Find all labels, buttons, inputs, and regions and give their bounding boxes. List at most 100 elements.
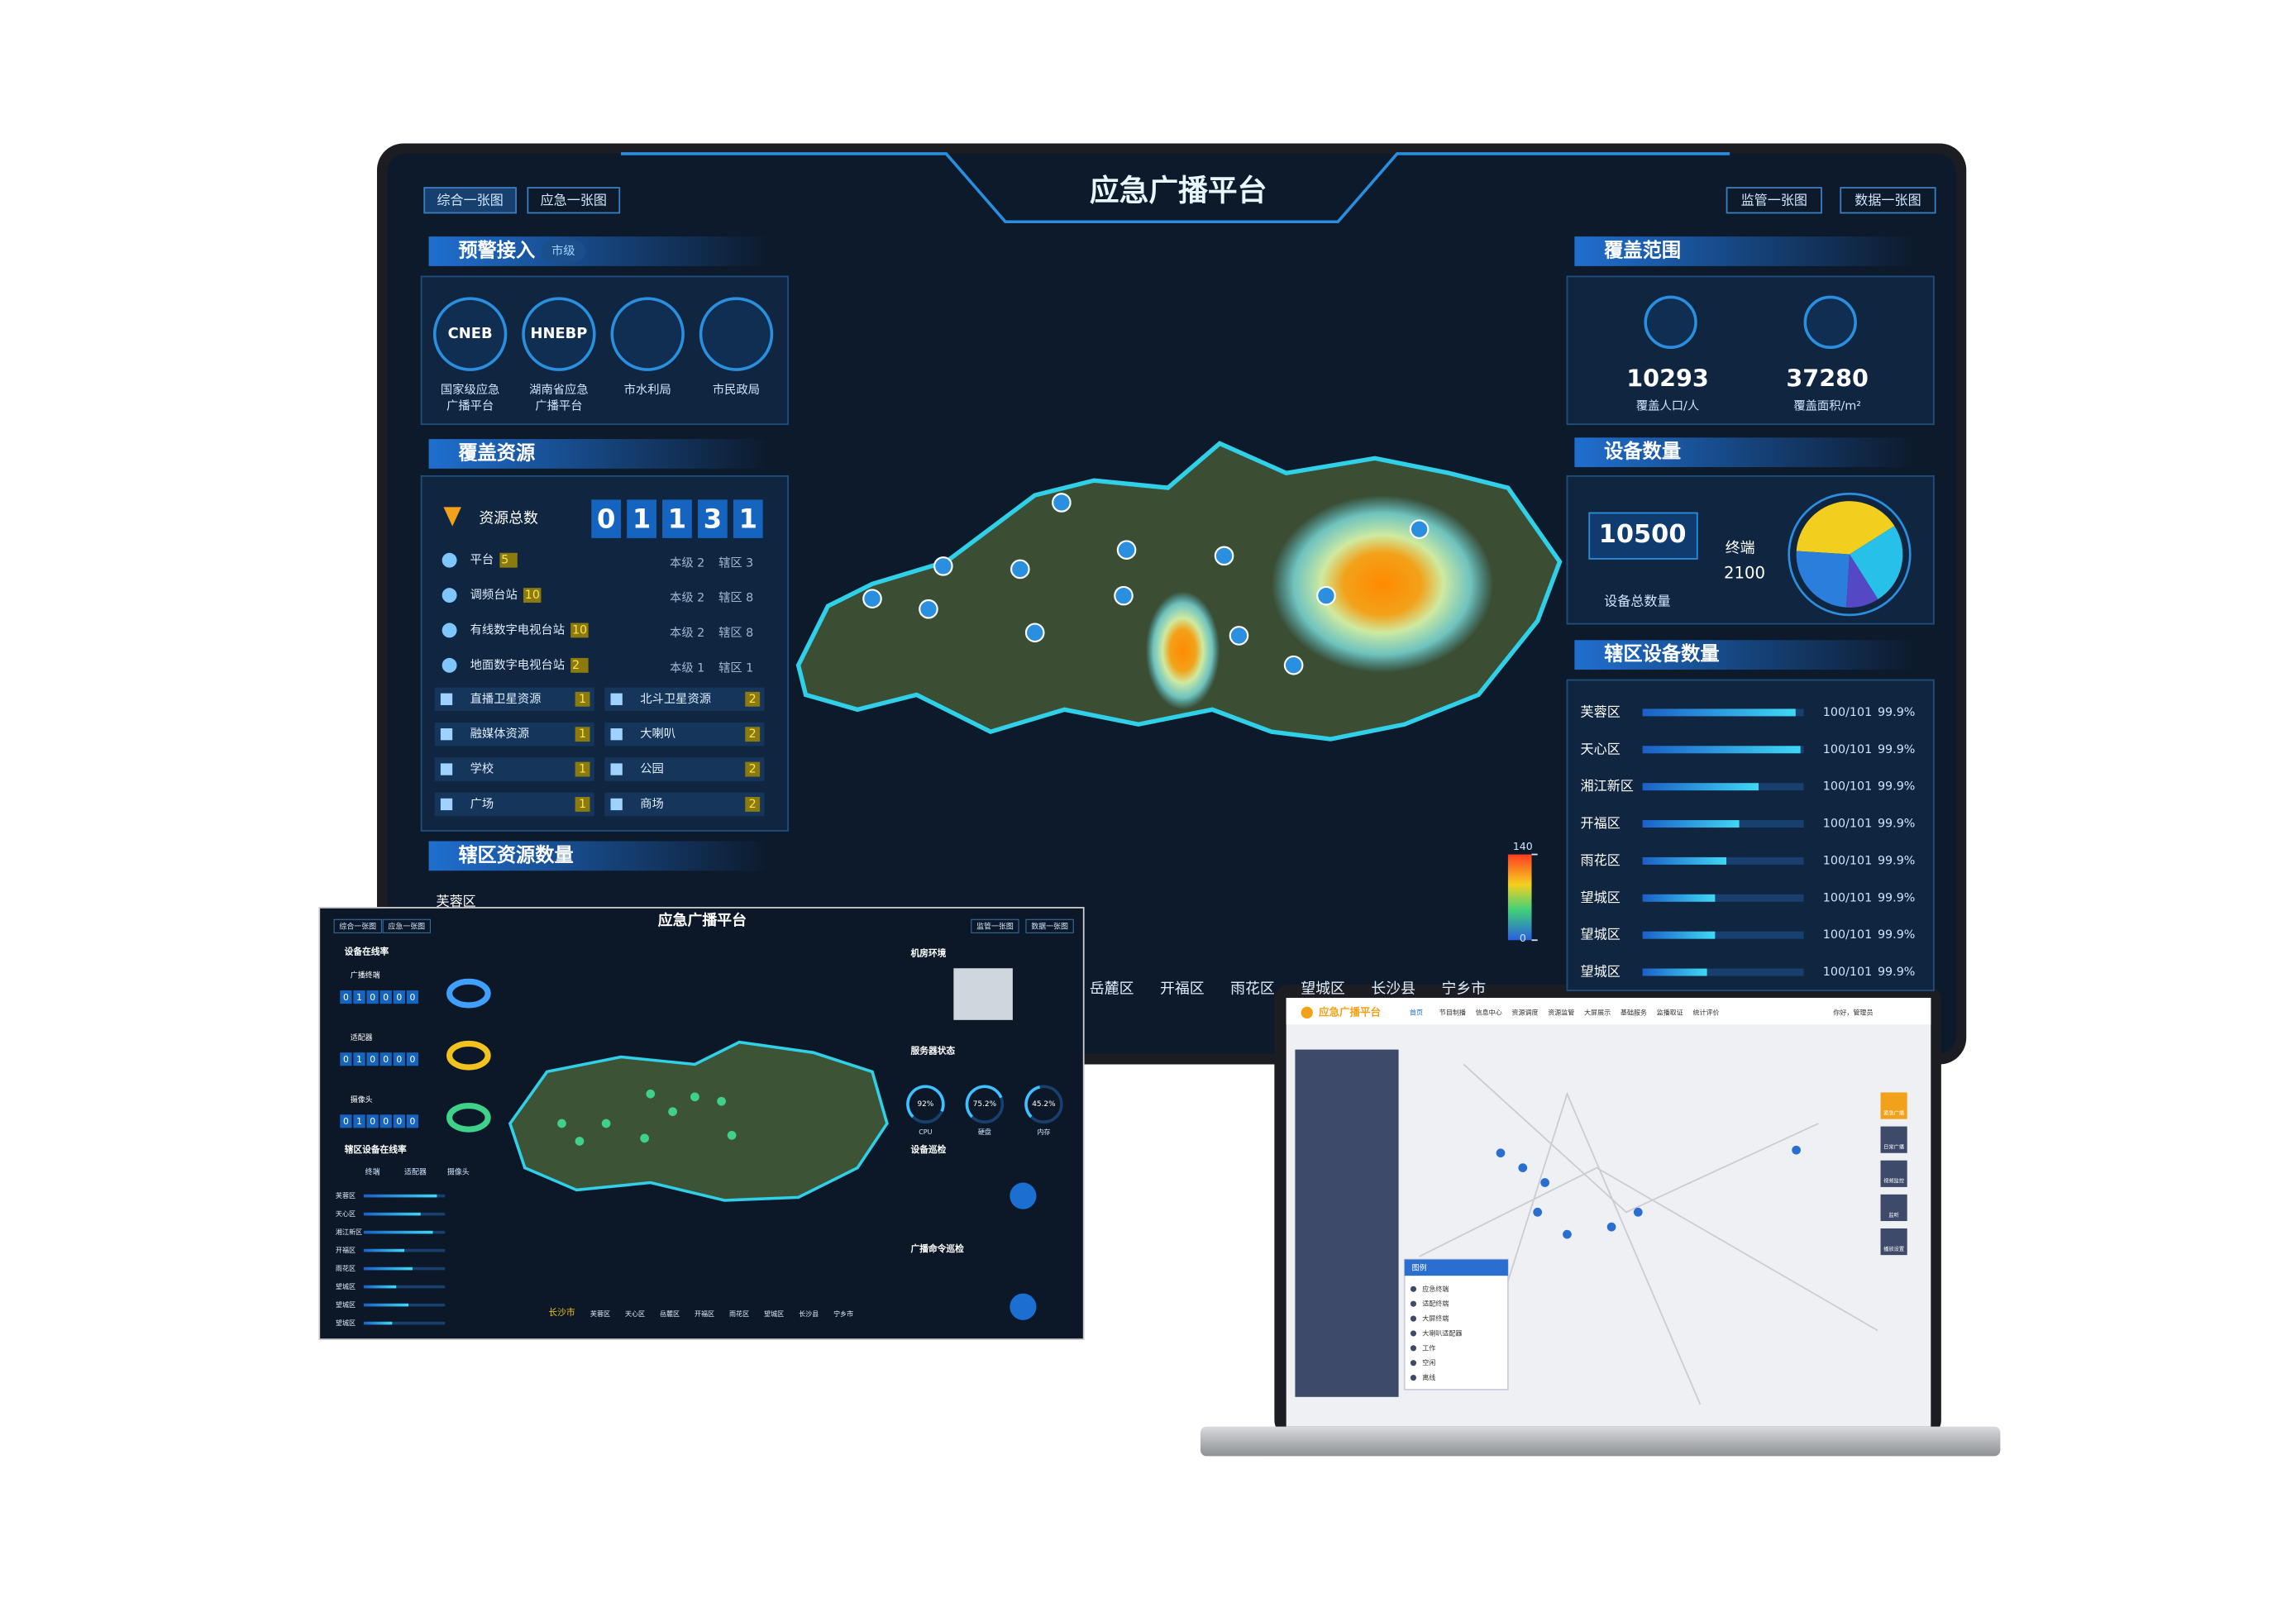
nav-item[interactable]: 基础服务	[1621, 1008, 1647, 1016]
map-pin[interactable]	[1283, 655, 1304, 675]
action-button[interactable]	[1880, 1092, 1907, 1119]
district-tab[interactable]: 长沙县	[1371, 980, 1415, 997]
map-pin[interactable]	[1052, 493, 1072, 513]
resource-name: 有线数字电视台站	[470, 623, 565, 637]
city-tab[interactable]: 长沙市	[548, 1307, 575, 1318]
digit-box	[406, 1114, 419, 1128]
digit-box	[366, 1052, 379, 1066]
district-tab[interactable]: 开福区	[695, 1310, 714, 1318]
count-bg	[745, 796, 761, 812]
map-marker[interactable]	[1496, 1148, 1506, 1158]
district-tab[interactable]: 芙蓉区	[590, 1309, 610, 1318]
nav-item[interactable]: 首页	[1410, 1008, 1423, 1016]
map-marker[interactable]	[1533, 1207, 1543, 1217]
digit-box	[379, 1052, 392, 1066]
ratio: 100/101	[1823, 743, 1872, 756]
tab[interactable]	[382, 918, 431, 933]
nav-item[interactable]: 资源调度	[1511, 1008, 1538, 1016]
tab-label: 应急一张图	[388, 922, 425, 932]
nav-item[interactable]: 大屏展示	[1584, 1008, 1611, 1016]
map-marker[interactable]	[1633, 1207, 1643, 1217]
map-pin[interactable]	[575, 1137, 585, 1146]
map-pin[interactable]	[1409, 519, 1430, 539]
map-pin[interactable]	[668, 1107, 677, 1117]
nav-item[interactable]: 资源监管	[1548, 1008, 1574, 1016]
district-name: 湘江新区	[1581, 778, 1634, 794]
map-pin[interactable]	[557, 1119, 566, 1128]
panel-header	[428, 439, 769, 469]
map-pin[interactable]	[1316, 585, 1336, 606]
map-marker[interactable]	[1563, 1229, 1572, 1239]
tab[interactable]	[423, 187, 517, 214]
sub-tab[interactable]: 摄像头	[447, 1167, 470, 1177]
district-tab[interactable]: 岳麓区	[660, 1309, 680, 1318]
map-pin[interactable]	[601, 1119, 611, 1128]
sub-tab[interactable]: 适配器	[404, 1168, 427, 1177]
map-pin[interactable]	[646, 1089, 656, 1099]
district-tab[interactable]: 开福区	[1160, 980, 1205, 997]
map-pin[interactable]	[1114, 585, 1134, 606]
tab[interactable]	[971, 918, 1019, 933]
district-tab[interactable]: 望城区	[1301, 980, 1345, 997]
map-pin[interactable]	[1229, 626, 1249, 646]
bar	[1642, 856, 1726, 865]
gauge-name: 内存	[1037, 1128, 1050, 1136]
legend-item: 适配终端	[1422, 1300, 1449, 1308]
pause-button[interactable]	[1010, 1182, 1037, 1209]
map-pin[interactable]	[1116, 540, 1137, 560]
nav-item[interactable]: 信息中心	[1476, 1008, 1502, 1016]
heat-legend-bar	[1507, 854, 1532, 941]
district-tab[interactable]: 雨花区	[1230, 980, 1275, 997]
user-name[interactable]: 你好，管理员	[1833, 1008, 1873, 1016]
nav-item[interactable]: 统计评价	[1692, 1008, 1719, 1016]
map-pin[interactable]	[1024, 623, 1045, 643]
map-marker[interactable]	[1518, 1163, 1528, 1173]
nav-item[interactable]: 节目制播	[1439, 1008, 1466, 1016]
action-button[interactable]	[1880, 1126, 1907, 1153]
map-pin[interactable]	[727, 1130, 737, 1140]
map-pin[interactable]	[1214, 546, 1234, 566]
action-button[interactable]	[1880, 1194, 1907, 1222]
digit: 3	[704, 503, 722, 534]
map-marker[interactable]	[1792, 1145, 1801, 1155]
coverage-label: 覆盖面积/m²	[1793, 399, 1861, 413]
map-pin[interactable]	[919, 599, 938, 619]
district-tab[interactable]: 天心区	[625, 1310, 645, 1318]
action-button[interactable]	[1880, 1228, 1907, 1256]
map-pin[interactable]	[690, 1092, 699, 1102]
logo	[1301, 1006, 1313, 1019]
action-button[interactable]	[1880, 1160, 1907, 1187]
tab[interactable]	[1025, 918, 1074, 933]
map-marker[interactable]	[1606, 1222, 1616, 1232]
map-pin[interactable]	[640, 1133, 649, 1143]
panel-title: 服务器状态	[911, 1045, 956, 1056]
map-pin[interactable]	[862, 589, 882, 609]
district-tab[interactable]: 宁乡市	[1441, 980, 1486, 997]
cell-icon	[610, 693, 623, 705]
district-tab[interactable]: 长沙县	[799, 1309, 819, 1318]
tab[interactable]	[527, 187, 621, 214]
sub-tab[interactable]: 终端	[365, 1167, 380, 1177]
nav-item[interactable]: 监播取证	[1657, 1008, 1683, 1016]
laptop-nav	[1286, 998, 1931, 1025]
tab[interactable]	[333, 918, 382, 933]
map-marker[interactable]	[1540, 1178, 1549, 1187]
map-pin[interactable]	[1010, 559, 1030, 580]
digit: 0	[396, 1116, 402, 1127]
source-label: 市水利局	[624, 383, 671, 397]
district-tab[interactable]: 宁乡市	[833, 1309, 853, 1318]
ring-icon	[446, 978, 491, 1009]
resource-name: 大喇叭	[640, 727, 675, 741]
tab[interactable]	[1840, 187, 1936, 214]
count-bg	[745, 727, 761, 742]
district-tab[interactable]: 望城区	[764, 1309, 784, 1318]
percent: 99.9%	[1878, 818, 1915, 831]
district-tab[interactable]: 雨花区	[729, 1309, 749, 1318]
map-pin[interactable]	[933, 556, 953, 576]
map-pin[interactable]	[717, 1096, 726, 1106]
district-tab[interactable]: 岳麓区	[1090, 980, 1134, 997]
panel-title: 辖区资源数量	[458, 844, 573, 866]
listen-button[interactable]	[1010, 1293, 1037, 1320]
tab[interactable]	[1726, 187, 1822, 214]
cell-icon	[440, 763, 453, 775]
